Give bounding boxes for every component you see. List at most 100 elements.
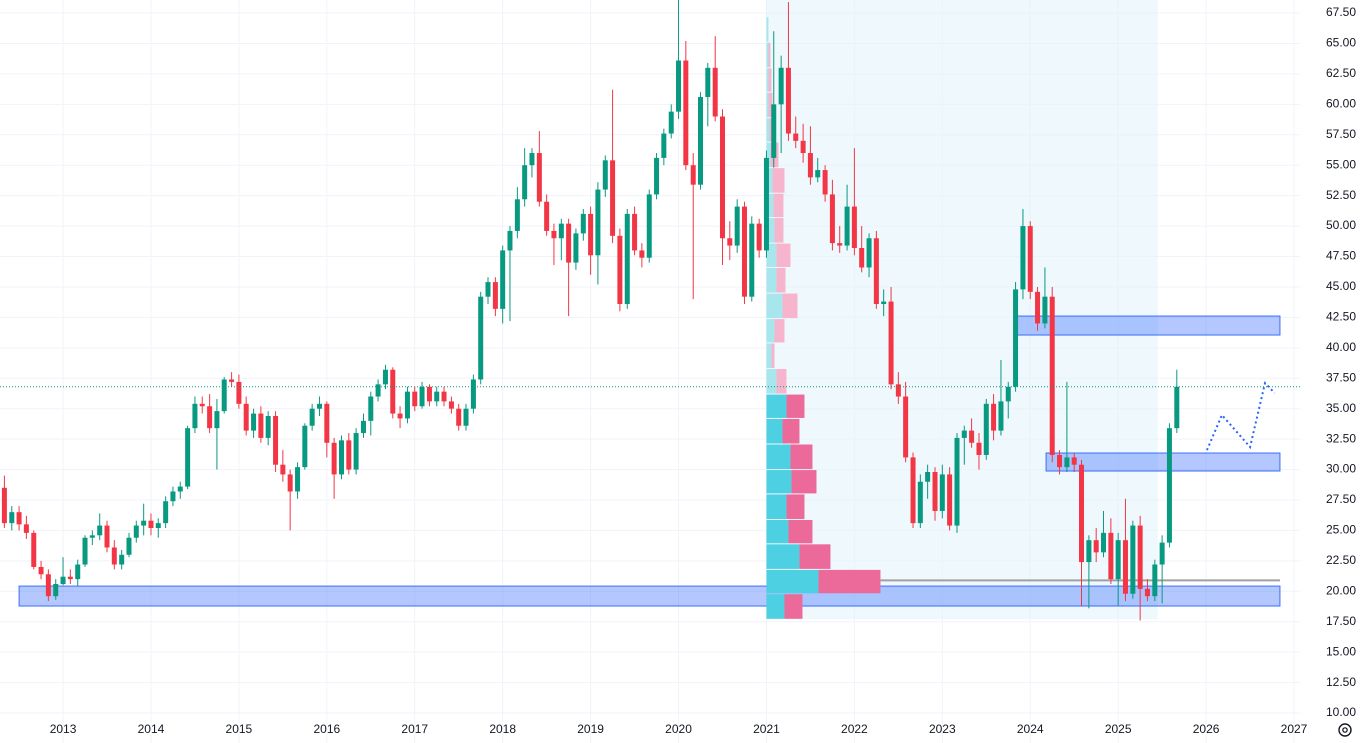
candle-body bbox=[602, 160, 608, 190]
y-tick-label: 47.50 bbox=[1326, 249, 1356, 263]
candle-body bbox=[749, 223, 755, 297]
profile-up bbox=[766, 193, 774, 218]
profile-up bbox=[766, 594, 785, 619]
candle-body bbox=[170, 491, 176, 502]
candle-body bbox=[163, 501, 169, 524]
candle-body bbox=[969, 430, 975, 443]
candle-body bbox=[346, 440, 352, 470]
candle-body bbox=[851, 206, 857, 248]
candle-body bbox=[932, 471, 938, 511]
candle-body bbox=[741, 206, 747, 297]
candle-body bbox=[822, 170, 828, 195]
candle-body bbox=[1130, 525, 1136, 594]
candle-body bbox=[324, 403, 330, 443]
candle-body bbox=[793, 133, 799, 141]
candle-body bbox=[31, 532, 37, 567]
profile-up bbox=[766, 142, 771, 168]
candle-body bbox=[976, 442, 982, 455]
candle-body bbox=[492, 282, 498, 309]
candle-body bbox=[368, 396, 374, 421]
candle-body bbox=[529, 153, 535, 166]
candle-body bbox=[558, 223, 564, 239]
candle-body bbox=[712, 67, 718, 117]
candle-body bbox=[207, 406, 213, 429]
profile-up bbox=[766, 267, 777, 293]
candle-body bbox=[1013, 289, 1019, 387]
profile-down bbox=[772, 168, 785, 193]
y-tick-label: 67.50 bbox=[1326, 5, 1356, 19]
y-tick-label: 55.00 bbox=[1326, 157, 1356, 171]
candle-body bbox=[719, 116, 725, 239]
candle-body bbox=[1166, 428, 1172, 543]
candle-body bbox=[478, 296, 484, 380]
x-tick-label: 2013 bbox=[50, 722, 77, 736]
candle-body bbox=[104, 525, 110, 548]
candle-body bbox=[390, 369, 396, 414]
candle-body bbox=[661, 133, 667, 158]
settings-gear-center[interactable] bbox=[1342, 727, 1348, 733]
candle-body bbox=[925, 471, 931, 482]
candle-body bbox=[1159, 542, 1165, 565]
profile-down bbox=[776, 369, 787, 394]
candle-body bbox=[632, 213, 638, 251]
candle-body bbox=[456, 408, 462, 426]
candle-body bbox=[45, 574, 51, 597]
candle-body bbox=[1174, 386, 1180, 429]
candle-body bbox=[588, 213, 594, 256]
x-tick-label: 2023 bbox=[929, 722, 956, 736]
candle-body bbox=[229, 379, 235, 382]
profile-up bbox=[766, 343, 772, 369]
candle-body bbox=[829, 194, 835, 244]
candle-body bbox=[654, 157, 660, 195]
profile-up bbox=[766, 17, 769, 42]
candle-body bbox=[185, 428, 191, 487]
profile-down bbox=[776, 243, 791, 267]
y-tick-label: 65.00 bbox=[1326, 36, 1356, 50]
candle-body bbox=[141, 520, 147, 526]
profile-up bbox=[766, 92, 769, 118]
profile-up bbox=[766, 319, 775, 343]
candle-body bbox=[448, 401, 454, 409]
candle-body bbox=[668, 111, 674, 134]
profile-down bbox=[788, 519, 813, 544]
x-tick-label: 2019 bbox=[577, 722, 604, 736]
x-tick-label: 2022 bbox=[841, 722, 868, 736]
profile-down bbox=[773, 193, 784, 218]
candle-body bbox=[470, 379, 476, 409]
candle-body bbox=[1042, 296, 1048, 324]
profile-up bbox=[766, 369, 777, 394]
candle-body bbox=[705, 67, 711, 98]
candle-body bbox=[566, 223, 572, 263]
candle-body bbox=[38, 566, 44, 575]
y-tick-label: 50.00 bbox=[1326, 218, 1356, 232]
settings-gear[interactable] bbox=[1338, 723, 1352, 737]
candle-body bbox=[961, 430, 967, 438]
candle-body bbox=[148, 520, 154, 529]
candle-body bbox=[441, 391, 447, 402]
profile-up bbox=[766, 470, 792, 494]
y-tick-label: 20.00 bbox=[1326, 583, 1356, 597]
candle-body bbox=[807, 153, 813, 178]
x-tick-label: 2020 bbox=[665, 722, 692, 736]
profile-down bbox=[768, 92, 773, 118]
settings-icon[interactable] bbox=[1338, 723, 1352, 737]
candle-body bbox=[353, 433, 359, 470]
candle-body bbox=[1079, 464, 1085, 563]
candle-body bbox=[551, 230, 557, 239]
candle-body bbox=[947, 474, 953, 526]
candle-body bbox=[309, 408, 315, 426]
candle-body bbox=[9, 512, 15, 524]
candle-body bbox=[507, 230, 513, 251]
candle-body bbox=[690, 165, 696, 185]
candle-body bbox=[1137, 525, 1143, 589]
candle-body bbox=[771, 104, 777, 158]
candle-body bbox=[522, 165, 528, 200]
candle-body bbox=[646, 194, 652, 258]
candle-body bbox=[360, 420, 366, 434]
candle-body bbox=[404, 391, 410, 419]
profile-down bbox=[799, 544, 831, 569]
candle-body bbox=[859, 247, 865, 268]
candle-body bbox=[698, 97, 704, 185]
candle-body bbox=[434, 391, 440, 402]
profile-up bbox=[766, 243, 777, 267]
